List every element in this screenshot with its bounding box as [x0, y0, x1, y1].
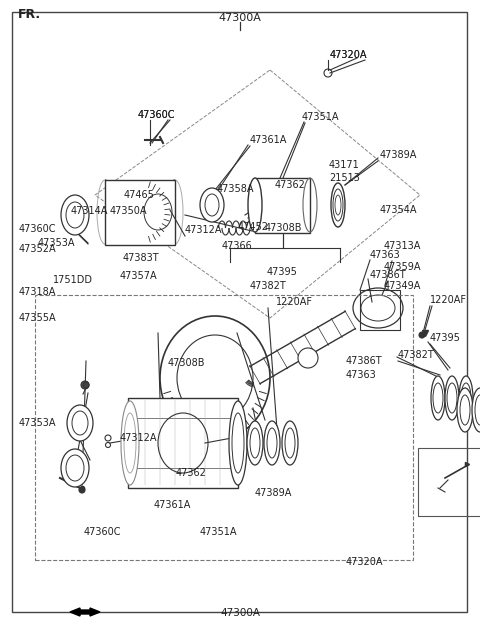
- Text: 47308B: 47308B: [264, 223, 302, 233]
- Text: 47386T: 47386T: [346, 356, 382, 366]
- Ellipse shape: [81, 381, 89, 389]
- Ellipse shape: [247, 421, 263, 465]
- Text: 47395: 47395: [430, 333, 461, 343]
- Text: 47383T: 47383T: [122, 253, 159, 263]
- Text: 47349A: 47349A: [384, 281, 421, 291]
- Text: 47361A: 47361A: [250, 135, 288, 145]
- Ellipse shape: [248, 178, 262, 232]
- Text: 21513: 21513: [329, 173, 360, 183]
- Text: 47354A: 47354A: [379, 204, 417, 215]
- Ellipse shape: [160, 316, 270, 440]
- Text: 47313A: 47313A: [384, 241, 421, 251]
- Ellipse shape: [61, 195, 89, 235]
- Text: 47363: 47363: [370, 250, 401, 260]
- Text: 47382T: 47382T: [398, 350, 435, 360]
- Text: 47361A: 47361A: [154, 500, 191, 510]
- Text: 47389A: 47389A: [254, 488, 292, 498]
- Bar: [255, 178, 310, 233]
- Ellipse shape: [419, 332, 425, 338]
- Text: 47300A: 47300A: [218, 13, 262, 23]
- Text: 47358A: 47358A: [216, 184, 254, 194]
- Text: 47362: 47362: [275, 180, 306, 190]
- Text: 47351A: 47351A: [199, 527, 237, 537]
- Text: 47300A: 47300A: [220, 608, 260, 619]
- Polygon shape: [70, 608, 100, 616]
- Ellipse shape: [445, 376, 459, 420]
- Ellipse shape: [472, 388, 480, 432]
- Text: 47360C: 47360C: [138, 110, 176, 120]
- Text: 47318A: 47318A: [18, 287, 56, 297]
- Ellipse shape: [79, 487, 85, 493]
- Text: 47452: 47452: [238, 222, 269, 232]
- Text: 47465: 47465: [124, 190, 155, 200]
- Ellipse shape: [298, 348, 318, 368]
- Ellipse shape: [229, 401, 247, 485]
- Text: 47352A: 47352A: [18, 244, 56, 254]
- Text: 47308B: 47308B: [168, 358, 205, 368]
- Text: 1220AF: 1220AF: [430, 295, 467, 305]
- Ellipse shape: [457, 388, 473, 432]
- Text: 47351A: 47351A: [302, 112, 339, 122]
- Text: 47312A: 47312A: [185, 225, 223, 235]
- Text: 47395: 47395: [266, 266, 297, 277]
- Bar: [128, 398, 238, 488]
- Text: 47353A: 47353A: [18, 418, 56, 428]
- Ellipse shape: [67, 405, 93, 441]
- Text: 47320A: 47320A: [330, 50, 368, 60]
- Text: 47360C: 47360C: [18, 224, 56, 234]
- Text: 47359A: 47359A: [384, 262, 421, 272]
- Text: 43171: 43171: [329, 160, 360, 170]
- Text: 47357A: 47357A: [120, 271, 157, 281]
- Text: 47350A: 47350A: [109, 206, 147, 216]
- Text: 47320A: 47320A: [330, 50, 368, 60]
- Ellipse shape: [61, 449, 89, 487]
- Ellipse shape: [431, 376, 445, 420]
- Text: 47363: 47363: [346, 370, 376, 380]
- Text: 47314A: 47314A: [71, 206, 108, 216]
- Text: 47366: 47366: [222, 241, 252, 251]
- Text: 47360C: 47360C: [84, 527, 121, 537]
- Text: 1751DD: 1751DD: [53, 275, 93, 285]
- Bar: [35, 295, 413, 560]
- Text: FR.: FR.: [18, 8, 41, 20]
- Bar: [418, 448, 480, 516]
- Bar: [360, 290, 400, 330]
- Text: 47386T: 47386T: [370, 270, 407, 280]
- Ellipse shape: [83, 382, 89, 388]
- Ellipse shape: [331, 183, 345, 227]
- Ellipse shape: [264, 421, 280, 465]
- Text: 1220AF: 1220AF: [276, 297, 313, 307]
- Ellipse shape: [200, 188, 224, 222]
- Text: 47362: 47362: [175, 468, 206, 478]
- Ellipse shape: [459, 376, 473, 420]
- Text: 47320A: 47320A: [346, 557, 383, 567]
- Text: A: A: [305, 353, 311, 362]
- Ellipse shape: [353, 288, 403, 328]
- Text: 47389A: 47389A: [380, 150, 418, 160]
- Text: 47312A: 47312A: [120, 433, 157, 443]
- Text: 47355A: 47355A: [18, 312, 56, 323]
- Text: 47382T: 47382T: [250, 281, 287, 291]
- Bar: [105, 180, 175, 245]
- Text: 47353A: 47353A: [38, 238, 75, 248]
- Ellipse shape: [282, 421, 298, 465]
- Text: 47360C: 47360C: [138, 110, 176, 120]
- Ellipse shape: [121, 401, 139, 485]
